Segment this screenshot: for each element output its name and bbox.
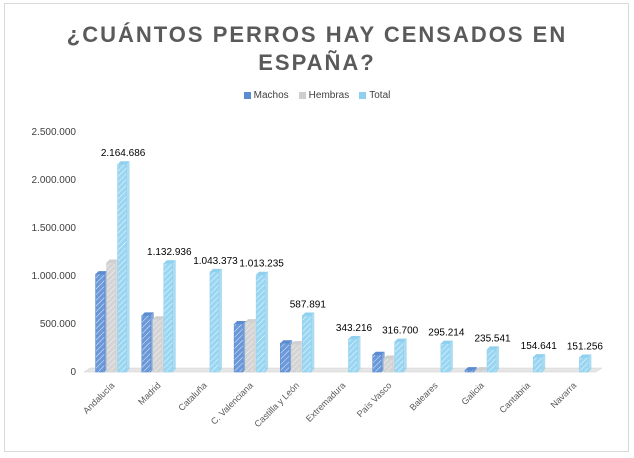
data-label: 154.641	[521, 341, 558, 352]
bar-total	[302, 312, 315, 373]
x-tick-label: País Vasco	[355, 380, 394, 419]
bar-total	[532, 354, 546, 373]
data-label: 151.256	[567, 341, 604, 352]
bar-hembras	[291, 341, 304, 373]
chart-frame	[4, 3, 629, 452]
bar-hembras	[152, 316, 165, 373]
bar-machos	[280, 340, 293, 373]
data-label: 2.164.686	[101, 148, 146, 159]
y-tick-label: 1.500.000	[32, 223, 77, 234]
chart-title-line-1: ¿CUÁNTOS PERROS HAY CENSADOS EN	[66, 22, 568, 47]
bar-total	[486, 346, 500, 373]
data-label: 343.216	[336, 323, 373, 334]
bar-machos	[464, 367, 478, 373]
bar-total	[163, 260, 176, 373]
bar-hembras	[106, 259, 119, 373]
data-label: 295.214	[428, 328, 465, 339]
bar-machos	[141, 312, 154, 373]
bar-total	[394, 338, 407, 373]
x-tick-label: Navarra	[549, 380, 579, 410]
legend-swatch-hembras	[298, 92, 306, 99]
x-axis: Andalucía Madrid Cataluña C. ValencianaCast…	[81, 380, 578, 429]
legend-label-machos: Machos	[253, 90, 289, 101]
legend-item-total: Total	[359, 90, 390, 101]
bar-total	[440, 340, 453, 373]
chart-legend: Machos Hembras Total	[0, 90, 634, 101]
x-tick-label: Galicia	[459, 380, 486, 407]
legend-swatch-machos	[243, 92, 251, 99]
bar-total	[117, 161, 130, 373]
x-tick-label: Castilla y León	[252, 380, 301, 429]
y-tick-label: 2.000.000	[32, 175, 77, 186]
bar-hembras	[244, 319, 258, 373]
x-tick-label: Baleares	[408, 380, 441, 413]
bar-total	[255, 271, 269, 373]
x-tick-label: Madrid	[136, 380, 163, 407]
x-tick-label: Extremadura	[304, 380, 348, 424]
bar-machos	[372, 351, 385, 373]
x-tick-label: C. Valenciana	[209, 380, 255, 426]
y-tick-label: 2.500.000	[32, 127, 77, 138]
y-axis: 0 500.000 1.000.000 1.500.000 2.000.000 2.500…	[32, 127, 77, 378]
legend-item-machos: Machos	[243, 90, 289, 101]
data-label: 235.541	[474, 333, 511, 344]
data-label: 587.891	[290, 300, 327, 311]
bar-machos	[95, 271, 108, 373]
data-label: 1.013.235	[239, 259, 284, 270]
x-tick-label: Cantabria	[497, 380, 532, 415]
data-label: 1.043.373	[193, 256, 238, 267]
y-tick-label: 1.000.000	[32, 271, 77, 282]
x-tick-label: Cataluña	[176, 380, 209, 413]
x-tick-label: Andalucía	[81, 380, 116, 415]
chart-bars	[95, 161, 592, 373]
bar-hembras	[475, 367, 489, 373]
bar-total	[348, 336, 361, 373]
legend-item-hembras: Hembras	[298, 90, 350, 101]
legend-label-total: Total	[369, 90, 391, 101]
y-tick-label: 0	[70, 367, 76, 378]
chart-title-line-2: ESPAÑA?	[258, 50, 376, 75]
bar-machos	[233, 321, 247, 373]
y-tick-label: 500.000	[40, 319, 77, 330]
bar-total	[579, 354, 592, 373]
bar-total	[209, 268, 222, 373]
legend-label-hembras: Hembras	[308, 90, 350, 101]
bar-hembras	[383, 355, 396, 373]
legend-swatch-total	[359, 92, 367, 99]
data-label: 1.132.936	[147, 247, 192, 258]
data-label: 316.700	[382, 326, 419, 337]
